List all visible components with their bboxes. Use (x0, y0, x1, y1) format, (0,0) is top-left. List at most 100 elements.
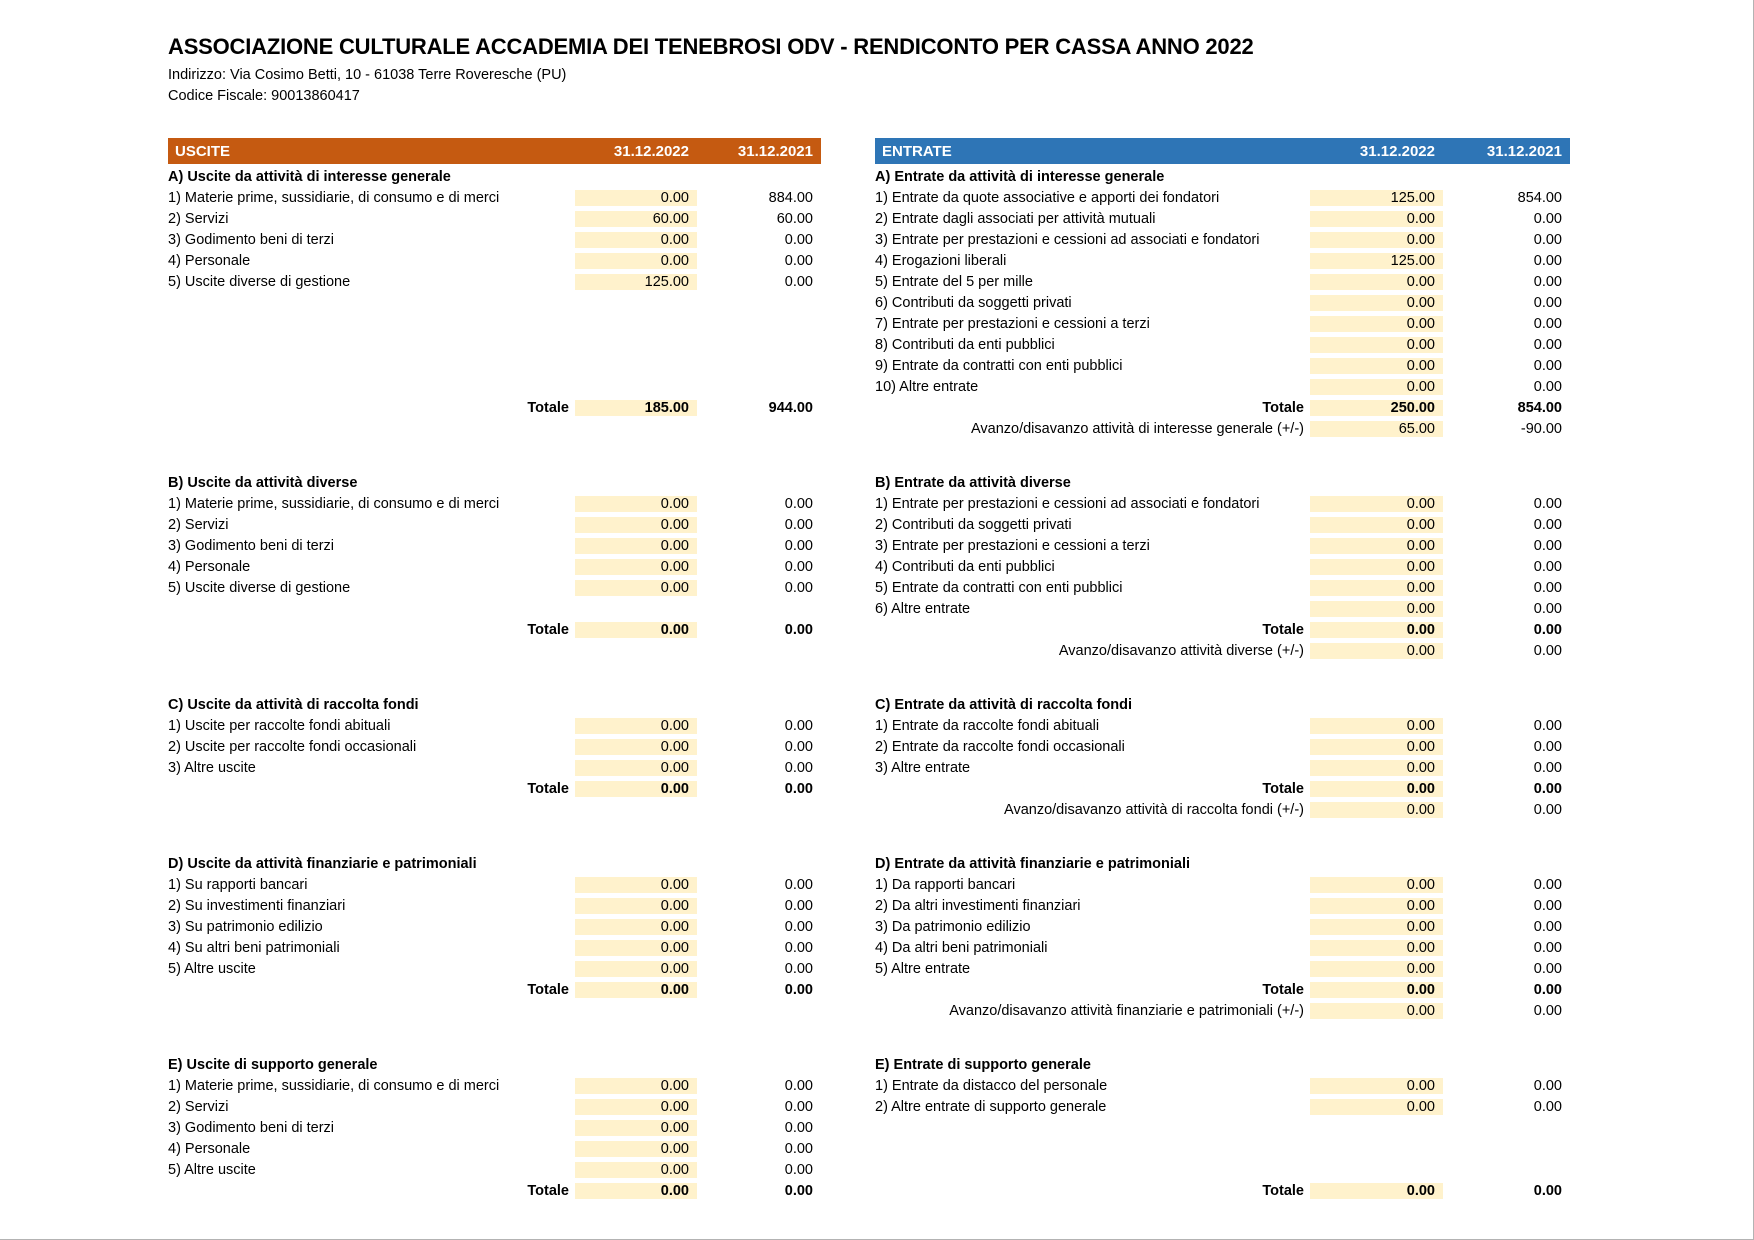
row-label: 1) Su rapporti bancari (168, 876, 308, 893)
value-2022: 0.00 (1310, 336, 1443, 353)
value-2022: 0.00 (1310, 579, 1443, 596)
item-row: 5) Altre entrate 0.00 0.00 (875, 958, 1570, 979)
section-heading: A) Uscite da attività di interesse gener… (168, 168, 451, 185)
section-heading: C) Uscite da attività di raccolta fondi (168, 696, 419, 713)
item-row: 4) Su altri beni patrimoniali 0.00 0.00 (168, 937, 821, 958)
blank-row (168, 598, 821, 619)
row-label: 3) Godimento beni di terzi (168, 537, 335, 554)
row-label: 4) Personale (168, 1140, 251, 1157)
total-row: Totale 0.00 0.00 (875, 619, 1570, 640)
item-row: 2) Servizi 60.00 60.00 (168, 208, 821, 229)
value-2021: 0.00 (1533, 516, 1562, 533)
blank-row (875, 1117, 1570, 1138)
value-2022: 0.00 (1310, 1098, 1443, 1115)
value-2021: 0.00 (784, 780, 813, 797)
value-2022: 0.00 (1310, 981, 1443, 998)
value-2021: 884.00 (768, 189, 813, 206)
value-2021: 0.00 (784, 495, 813, 512)
value-2022: 0.00 (1310, 600, 1443, 617)
value-2022: 0.00 (1310, 717, 1443, 734)
value-2021: 0.00 (784, 939, 813, 956)
value-2021: 0.00 (784, 918, 813, 935)
row-label: 4) Contributi da enti pubblici (875, 558, 1055, 575)
value-2022: 0.00 (575, 1140, 697, 1157)
value-2022: 250.00 (1310, 399, 1443, 416)
heading-row: E) Entrate di supporto generale (875, 1054, 1570, 1075)
item-row: 7) Entrate per prestazioni e cessioni a … (875, 313, 1570, 334)
value-2021: 0.00 (784, 537, 813, 554)
address-line: Indirizzo: Via Cosimo Betti, 10 - 61038 … (168, 67, 567, 83)
value-2022: 0.00 (1310, 897, 1443, 914)
row-label: 2) Entrate dagli associati per attività … (875, 210, 1156, 227)
value-2022: 0.00 (575, 621, 697, 638)
row-label: 9) Entrate da contratti con enti pubblic… (875, 357, 1123, 374)
total-row: Totale 250.00 854.00 (875, 397, 1570, 418)
item-row: 1) Materie prime, sussidiarie, di consum… (168, 1075, 821, 1096)
uscite-rows: A) Uscite da attività di interesse gener… (168, 164, 821, 1201)
value-2022: 0.00 (1310, 558, 1443, 575)
value-2021: 0.00 (784, 981, 813, 998)
total-label: Totale (527, 621, 569, 638)
row-label: 1) Entrate da raccolte fondi abituali (875, 717, 1100, 734)
value-2021: 0.00 (784, 897, 813, 914)
value-2022: 0.00 (575, 537, 697, 554)
value-2021: 0.00 (784, 1140, 813, 1157)
total-row: Totale 0.00 0.00 (168, 1180, 821, 1201)
value-2022: 60.00 (575, 210, 697, 227)
table-section: A) Entrate da attività di interesse gene… (875, 166, 1570, 439)
row-label: 2) Servizi (168, 210, 229, 227)
row-label: 3) Su patrimonio edilizio (168, 918, 323, 935)
item-row: 2) Entrate dagli associati per attività … (875, 208, 1570, 229)
row-label: 1) Materie prime, sussidiarie, di consum… (168, 495, 500, 512)
item-row: 4) Erogazioni liberali 125.00 0.00 (875, 250, 1570, 271)
value-2021: 0.00 (784, 717, 813, 734)
item-row: 2) Da altri investimenti finanziari 0.00 0… (875, 895, 1570, 916)
fiscal-code-line: Codice Fiscale: 90013860417 (168, 88, 360, 104)
value-2021: 0.00 (784, 1161, 813, 1178)
value-2021: 0.00 (784, 579, 813, 596)
item-row: 3) Godimento beni di terzi 0.00 0.00 (168, 535, 821, 556)
value-2021: 944.00 (768, 399, 813, 416)
total-label: Totale (527, 1182, 569, 1199)
value-2022: 185.00 (575, 399, 697, 416)
value-2022: 0.00 (1310, 315, 1443, 332)
value-2022: 0.00 (575, 759, 697, 776)
value-2022: 0.00 (575, 558, 697, 575)
total-label: Totale (1262, 1182, 1304, 1199)
item-row: 3) Entrate per prestazioni e cessioni a … (875, 535, 1570, 556)
row-label: 1) Entrate da quote associative e apport… (875, 189, 1220, 206)
value-2021: 0.00 (784, 1098, 813, 1115)
section-heading: B) Entrate da attività diverse (875, 474, 1071, 491)
item-row: 3) Altre uscite 0.00 0.00 (168, 757, 821, 778)
section-heading: C) Entrate da attività di raccolta fondi (875, 696, 1133, 713)
row-label: 2) Contributi da soggetti privati (875, 516, 1072, 533)
item-row: 2) Servizi 0.00 0.00 (168, 1096, 821, 1117)
row-label: 1) Entrate da distacco del personale (875, 1077, 1108, 1094)
heading-row: D) Uscite da attività finanziarie e patr… (168, 853, 821, 874)
value-2021: 0.00 (1533, 960, 1562, 977)
item-row: 5) Uscite diverse di gestione 0.00 0.00 (168, 577, 821, 598)
value-2022: 0.00 (575, 495, 697, 512)
item-row: 1) Uscite per raccolte fondi abituali 0.0… (168, 715, 821, 736)
total-label: Totale (1262, 981, 1304, 998)
value-2022: 0.00 (575, 252, 697, 269)
row-label: 3) Entrate per prestazioni e cessioni a … (875, 537, 1150, 554)
value-2022: 0.00 (1310, 918, 1443, 935)
value-2021: 0.00 (1533, 1182, 1562, 1199)
value-2022: 0.00 (575, 918, 697, 935)
row-label: 10) Altre entrate (875, 378, 979, 395)
item-row: 3) Godimento beni di terzi 0.00 0.00 (168, 229, 821, 250)
value-2021: 854.00 (1517, 399, 1562, 416)
value-2022: 0.00 (575, 189, 697, 206)
value-2021: 0.00 (1533, 939, 1562, 956)
row-label: 5) Altre entrate (875, 960, 971, 977)
document-title: ASSOCIAZIONE CULTURALE ACCADEMIA DEI TEN… (168, 34, 1254, 59)
table-section: B) Uscite da attività diverse 1) Materie … (168, 472, 821, 661)
item-row: 4) Contributi da enti pubblici 0.00 0.00 (875, 556, 1570, 577)
value-2021: 0.00 (784, 738, 813, 755)
value-2021: 0.00 (1533, 759, 1562, 776)
value-2021: 0.00 (1533, 336, 1562, 353)
section-heading: E) Uscite di supporto generale (168, 1056, 378, 1073)
item-row: 8) Contributi da enti pubblici 0.00 0.00 (875, 334, 1570, 355)
row-label: 2) Uscite per raccolte fondi occasionali (168, 738, 417, 755)
